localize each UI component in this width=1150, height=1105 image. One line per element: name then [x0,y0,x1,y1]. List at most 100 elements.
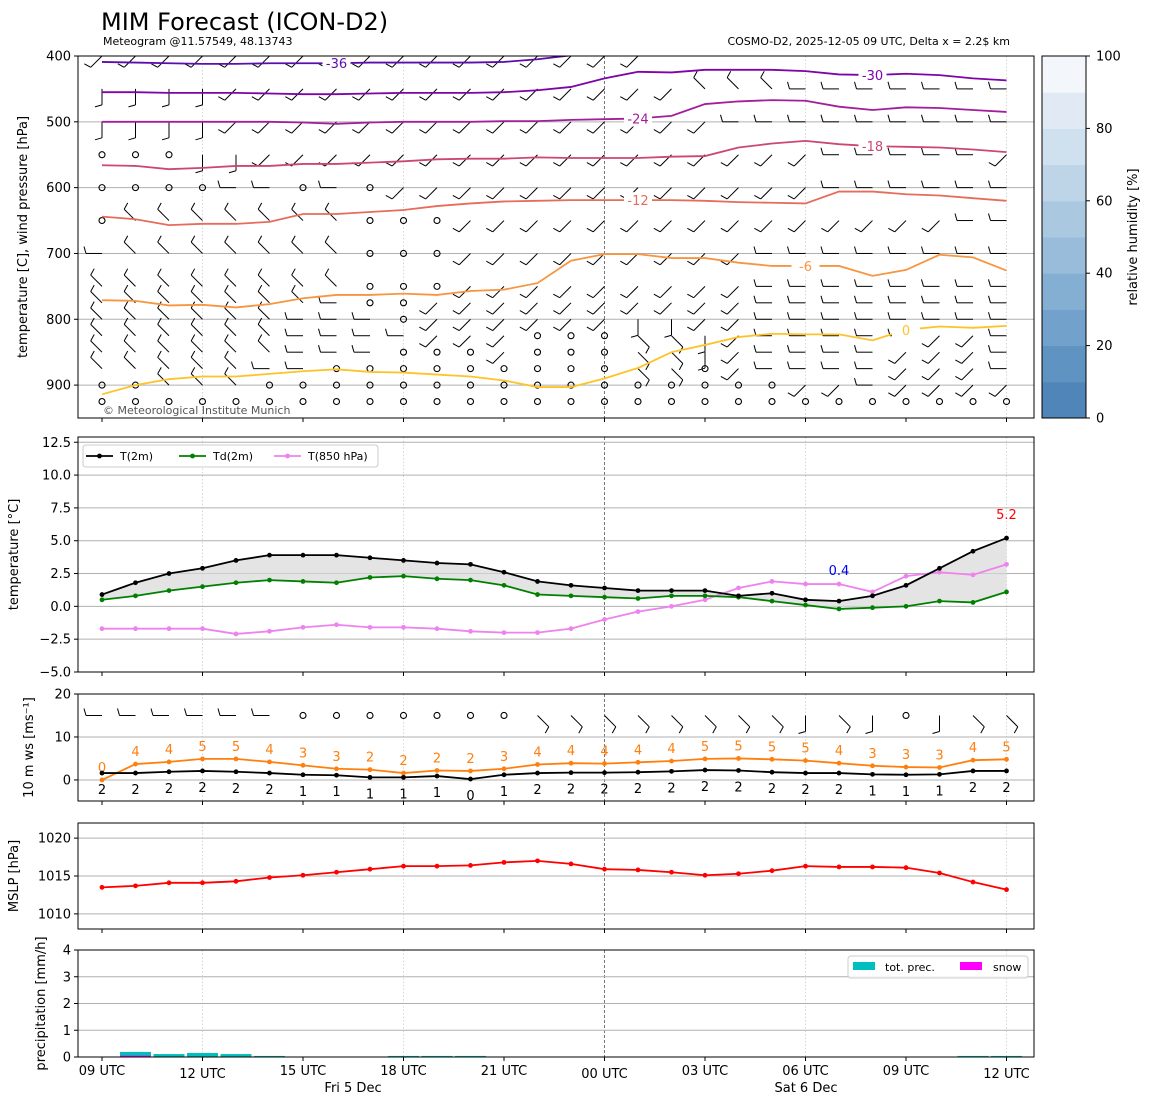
barb-feather [90,334,95,342]
data-point [99,592,105,597]
barb-feather [586,63,594,68]
legend-swatch [853,962,875,970]
speed-value-label: 2 [801,783,809,798]
wind-barb-icon [988,328,1007,337]
wind-barb-icon [291,268,304,287]
barb-feather [988,328,991,336]
barb-staff [492,335,505,348]
barb-feather [921,295,924,303]
data-point [434,863,440,869]
wind-barb-icon [519,121,538,134]
isotherm-label: -18 [862,140,883,155]
panel-frame [77,436,1035,673]
barb-staff [224,274,237,287]
wind-barb-icon [217,708,236,716]
barb-feather [687,293,694,299]
wind-barb-icon [452,220,471,233]
barb-staff [458,318,471,331]
barb-feather [257,268,263,276]
barb-feather [921,246,924,254]
barb-staff [537,715,550,728]
barb-feather [653,310,661,315]
y-tick-label: 1 [63,1024,71,1039]
data-point [870,589,875,595]
calm-wind-icon [366,216,374,225]
barb-staff [961,335,974,348]
barb-staff [726,286,739,299]
colorbar-tick-label: 60 [1096,194,1113,209]
barb-feather [419,343,426,348]
y-tick-label: 700 [46,247,71,262]
y-tick-label: 5.0 [50,534,71,549]
barb-feather [94,137,103,141]
data-point [99,770,105,776]
barb-feather [150,708,154,716]
calm-wind-icon [801,397,810,406]
barb-staff [704,715,717,728]
speed-value-label: 2 [265,783,273,798]
panel-5: 0 1 2 3 4 precipitation [mm/h] tot. prec. snow [34,936,1035,1071]
barb-staff [726,351,739,364]
barb-feather [452,343,460,348]
barb-staff [425,88,438,101]
barb-feather [988,392,996,397]
barb-feather [285,63,292,68]
data-point [166,880,172,886]
wind-barb-icon [452,121,471,134]
calm-wind-icon [332,711,341,720]
wind-barb-icon [820,361,839,370]
barb-feather [586,129,594,134]
wind-barb-icon [419,56,438,68]
barb-feather [888,227,895,233]
barb-feather [988,246,991,254]
data-point [334,766,339,772]
x-tick-label: 06 UTC [782,1064,828,1079]
wind-barb-icon [519,286,538,299]
data-point [401,774,406,780]
calm-wind-icon [399,249,408,258]
barb-feather [753,361,757,369]
barb-staff [190,307,203,320]
barb-staff [123,356,136,369]
colorbar-bin [1042,200,1086,238]
wind-barb-icon [284,328,303,337]
barb-feather [787,162,795,167]
wind-barb-icon [637,335,650,354]
wind-barb-icon [653,121,672,134]
barb-feather [284,328,288,336]
barb-staff [592,187,605,200]
wind-barb-icon [123,268,136,287]
wind-barb-icon [224,235,237,254]
barb-feather [419,63,426,68]
data-point [300,772,306,778]
barb-staff [525,220,538,233]
barb-feather [553,227,560,233]
gust-value-label: 4 [667,742,675,757]
data-point [568,760,574,766]
barb-staff [157,56,170,68]
data-point [166,626,172,632]
barb-feather [820,312,824,320]
wind-barb-icon [486,302,505,315]
barb-feather [988,81,991,90]
wind-barb-icon [224,350,237,369]
isotherm-label-bg [791,257,820,274]
wind-barb-icon [251,180,270,189]
wind-barb-icon [419,335,438,348]
barb-feather [519,194,527,200]
barb-staff [559,56,572,68]
wind-barb-icon [704,715,717,734]
wind-barb-icon [854,279,873,287]
precip-bar [120,1055,151,1057]
barb-staff [961,351,974,364]
calm-wind-icon [165,184,173,192]
barb-staff [157,307,170,320]
wind-barb-icon [128,121,136,141]
wind-barb-icon [865,715,873,734]
calm-wind-icon [667,381,676,389]
barb-staff [659,121,672,134]
barb-feather [190,284,196,292]
data-point [99,884,105,890]
isotherm-line [101,253,1007,309]
wind-barb-icon [251,361,270,370]
